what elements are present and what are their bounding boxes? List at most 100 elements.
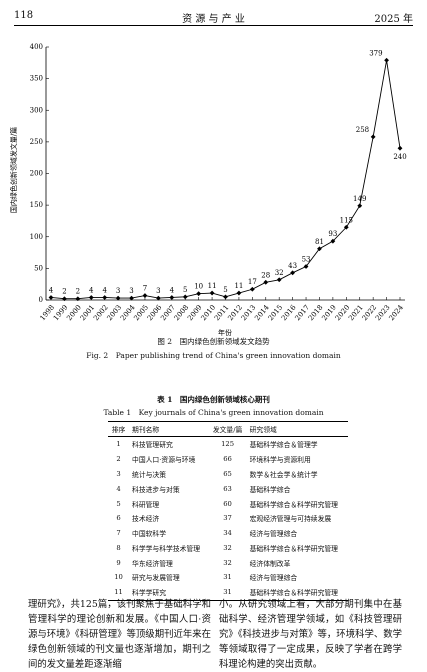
data-point (115, 295, 121, 301)
y-tick-label: 400 (30, 43, 43, 51)
table-row: 4 科技进步与对策 63 基础科学综合 (108, 481, 348, 496)
data-point (142, 293, 148, 298)
figure-caption: 图 2 国内绿色创新领域发文趋势 (157, 337, 270, 346)
data-label: 3 (116, 287, 120, 295)
data-point (102, 295, 108, 300)
data-point (317, 246, 322, 252)
table-row: 9 华东经济管理 32 经济体制改革 (108, 555, 348, 570)
data-point (88, 295, 94, 300)
x-axis-label: 年份 (218, 328, 232, 337)
table-cell: 63 (223, 484, 232, 493)
table-cell: 11 (114, 588, 123, 597)
table-cell: 数学＆社会学＆统计学 (249, 470, 318, 479)
data-point (75, 296, 81, 302)
column-header: 研究领域 (246, 421, 348, 437)
table-row: 11 科学学研究 31 基础科学综合＆科学研究管理 (108, 585, 348, 600)
column-header: 期刊名称 (129, 421, 209, 437)
y-tick-label: 300 (30, 106, 43, 114)
data-point (196, 291, 202, 297)
data-label: 93 (328, 230, 337, 238)
data-label: 4 (170, 286, 175, 294)
data-point (384, 57, 389, 63)
table-cell: 31 (223, 588, 232, 597)
table-cell: 基础科学综合＆管理学 (249, 441, 318, 450)
data-label: 258 (356, 126, 369, 134)
data-label: 10 (194, 283, 203, 291)
data-label: 115 (340, 216, 353, 224)
year: 2025 年 (374, 14, 413, 25)
table-cell: 中国人口·资源与环境 (132, 456, 196, 465)
table-cell: 宏观经济管理与可持续发展 (249, 515, 332, 524)
data-point (343, 224, 349, 230)
table-cell: 31 (223, 573, 232, 582)
y-tick-label: 150 (30, 201, 43, 209)
data-label: 149 (353, 195, 366, 203)
data-point (62, 296, 67, 302)
data-label: 7 (143, 285, 147, 293)
table-cell: 4 (116, 484, 121, 493)
data-label: 5 (183, 286, 187, 294)
table-cell: 基础科学综合＆科学研究管理 (249, 544, 338, 553)
table-cell: 32 (223, 558, 232, 567)
data-point (223, 294, 228, 300)
data-point (169, 295, 175, 300)
table-cell: 经济体制改革 (249, 559, 291, 568)
data-point (303, 264, 309, 269)
y-tick-label: 200 (30, 170, 43, 178)
data-label: 28 (261, 271, 270, 279)
data-point (48, 295, 54, 300)
table-cell: 科学学与科学技术管理 (132, 544, 201, 553)
table-cell: 经济与管理综合 (249, 530, 298, 539)
table-cell: 66 (223, 455, 232, 464)
data-label: 379 (369, 49, 382, 57)
figure-caption-en: Fig. 2 Paper publishing trend of China's… (86, 351, 341, 360)
data-label: 4 (89, 286, 94, 294)
table-cell: 65 (223, 469, 232, 478)
data-point (155, 295, 161, 301)
data-label: 3 (129, 287, 133, 295)
table-cell: 37 (223, 514, 232, 523)
table-cell: 科研管理 (132, 500, 160, 509)
table-cell: 统计与决策 (132, 470, 167, 479)
table-cell: 2 (116, 455, 121, 464)
table-row: 5 科研管理 60 基础科学综合＆科学研究管理 (108, 496, 348, 511)
table-cell: 基础科学综合＆科学研究管理 (249, 500, 338, 509)
data-point (249, 286, 255, 292)
table-cell: 8 (116, 543, 121, 552)
data-label: 53 (302, 255, 311, 263)
table-title-en: Table 1 Key journals of China's green in… (103, 408, 324, 417)
table-row: 6 技术经济 37 宏观经济管理与可持续发展 (108, 511, 348, 526)
data-label: 32 (275, 269, 284, 277)
table-cell: 科技管理研究 (132, 441, 173, 450)
body-text: 理研究》，共125篇，该刊聚焦于基础科学和管理科学的理论创新和发展。《中国人口·… (28, 599, 211, 670)
data-point (370, 134, 376, 140)
data-label: 240 (393, 153, 406, 161)
data-point (276, 277, 282, 283)
y-tick-label: 250 (30, 138, 43, 146)
x-tick-label: 2024 (387, 303, 405, 322)
data-point (263, 279, 269, 285)
data-label: 11 (208, 282, 217, 290)
data-label: 5 (223, 286, 227, 294)
data-label: 43 (288, 262, 297, 270)
table-cell: 科学学研究 (132, 589, 167, 598)
table-row: 7 中国软科学 34 经济与管理综合 (108, 526, 348, 541)
data-point (290, 270, 296, 276)
y-tick-label: 50 (34, 264, 43, 272)
data-point (129, 295, 134, 301)
chart: 国内绿色创新领域发文量/篇 年份 0 50 100 150 200 250 300 350 40… (9, 43, 407, 337)
header-rule (14, 25, 413, 26)
table-cell: 技术经济 (132, 515, 160, 524)
y-axis-label: 国内绿色创新领域发文量/篇 (9, 127, 18, 213)
table-cell: 7 (116, 529, 121, 538)
y-tick-label: 350 (30, 75, 43, 83)
table-row: 1 科技管理研究 125 基础科学综合＆管理学 (108, 437, 348, 452)
table-cell: 5 (116, 499, 121, 508)
y-tick-label: 100 (30, 233, 43, 241)
table-cell: 华东经济管理 (132, 559, 173, 568)
table-cell: 基础科学综合＆科学研究管理 (249, 589, 338, 598)
table-row: 10 研究与发展管理 31 经济与管理综合 (108, 570, 348, 585)
data-label: 4 (102, 286, 107, 294)
y-tick-label: 0 (39, 296, 43, 304)
